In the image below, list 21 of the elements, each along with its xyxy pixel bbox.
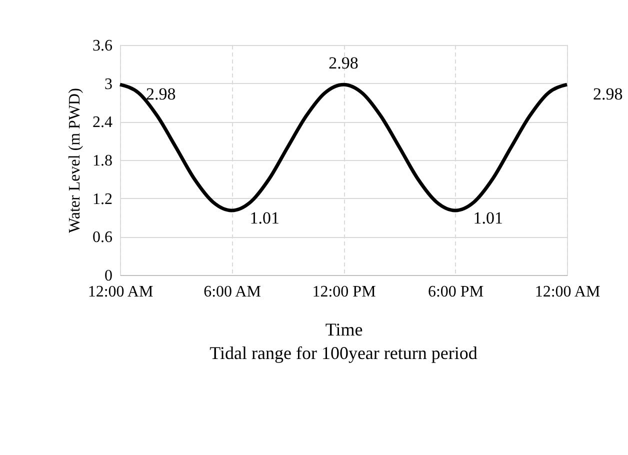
data-label: 1.01	[473, 208, 503, 228]
data-label: 2.98	[328, 54, 358, 73]
x-axis-title: Time	[325, 320, 363, 340]
x-tick-label: 6:00 PM	[428, 284, 484, 300]
y-tick-label: 3.6	[92, 38, 112, 54]
x-tick-label: 12:00 PM	[312, 284, 376, 300]
text: Tidal range for 100year return period	[210, 343, 478, 363]
y-tick-label: 0	[104, 268, 112, 284]
data-label: 2.98	[146, 84, 176, 104]
x-tick-label: 12:00 AM	[88, 284, 154, 300]
x-tick-label: 6:00 AM	[204, 284, 261, 300]
line-series	[118, 82, 569, 212]
data-label: 2.98	[593, 84, 623, 104]
data-label: 1.01	[250, 208, 280, 228]
y-tick-label: 2.4	[92, 114, 112, 132]
y-tick-label: 1.8	[92, 152, 112, 170]
y-tick-label: 0.6	[92, 229, 112, 246]
y-axis-title: Water Level (m PWD)	[66, 88, 84, 233]
y-tick-label: 3	[104, 76, 112, 93]
x-tick-label: 12:00 AM	[534, 284, 600, 300]
y-tick-label: 1.2	[92, 190, 112, 208]
